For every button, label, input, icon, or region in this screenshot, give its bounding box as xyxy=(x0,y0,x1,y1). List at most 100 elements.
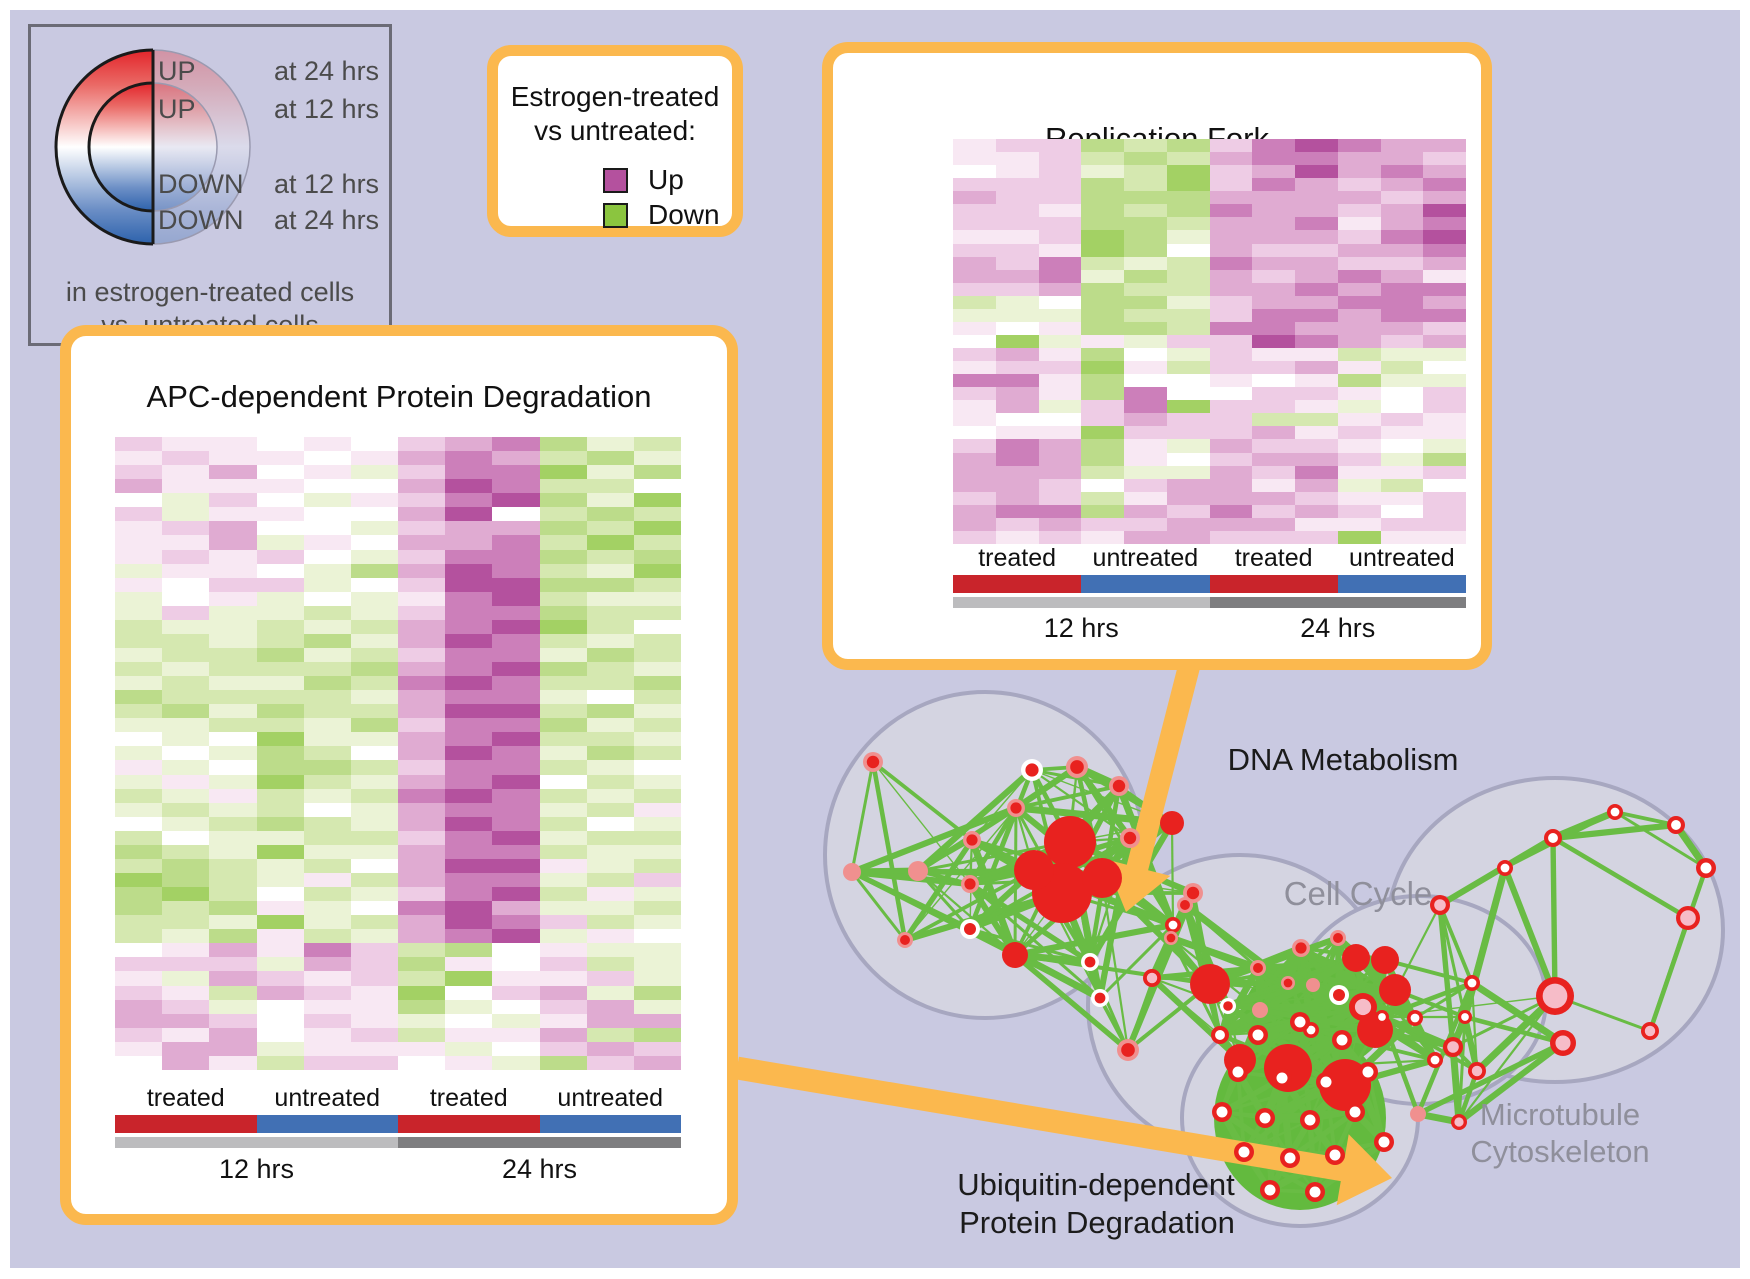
heatmap-cell xyxy=(1380,491,1424,505)
heatmap-cell xyxy=(1209,361,1253,375)
heatmap-cell xyxy=(162,830,210,845)
heatmap-cell xyxy=(586,774,634,789)
heatmap-cell xyxy=(633,943,681,958)
heatmap-cell xyxy=(209,507,257,522)
heatmap-cell xyxy=(539,633,587,648)
heatmap-cell xyxy=(115,535,163,550)
heatmap-cell xyxy=(1423,348,1466,362)
heatmap-cell xyxy=(539,872,587,887)
network-edge xyxy=(1015,784,1120,810)
heatmap-cell xyxy=(1337,295,1381,309)
heatmap-cell xyxy=(350,535,398,550)
network-node-core xyxy=(964,878,976,890)
heatmap-cell xyxy=(539,549,587,564)
down-color-swatch xyxy=(603,202,628,228)
heatmap-cell xyxy=(1209,504,1253,518)
heatmap-cell xyxy=(995,465,1039,479)
heatmap-cell xyxy=(1038,374,1082,388)
heatmap-cell xyxy=(303,1013,351,1028)
heatmap-cell xyxy=(398,647,446,662)
heatmap-cell xyxy=(1423,387,1466,401)
network-node-core xyxy=(1309,1186,1321,1198)
up-color-swatch xyxy=(603,167,628,193)
heatmap-cell xyxy=(1166,204,1210,218)
heatmap-cell xyxy=(209,943,257,958)
heatmap-cell xyxy=(162,690,210,705)
heatmap-cell xyxy=(1423,139,1466,153)
heatmap-cell xyxy=(350,915,398,930)
heatmap-cell xyxy=(445,619,493,634)
heatmap-cell xyxy=(115,943,163,958)
heatmap-cell xyxy=(539,802,587,817)
heatmap-cell xyxy=(1337,204,1381,218)
heatmap-cell xyxy=(350,479,398,494)
heatmap-cell xyxy=(953,152,996,166)
heatmap-cell xyxy=(1081,308,1124,322)
heatmap-cell xyxy=(1081,413,1124,427)
heatmap-cell xyxy=(1038,204,1082,218)
heatmap-cell xyxy=(115,788,163,803)
heatmap-cell xyxy=(1124,478,1167,492)
heatmap-cell xyxy=(1166,504,1210,518)
heatmap-cell xyxy=(350,1055,398,1070)
heatmap-cell xyxy=(350,816,398,831)
heatmap-cell xyxy=(1124,204,1167,218)
heatmap-cell xyxy=(209,788,257,803)
group-label: treated xyxy=(978,544,1057,572)
heatmap-cell xyxy=(1252,269,1295,283)
heatmap-cell xyxy=(1252,426,1295,440)
heatmap-cell xyxy=(303,507,351,522)
heatmap-cell xyxy=(445,690,493,705)
heatmap-cell xyxy=(1166,361,1210,375)
heatmap-cell xyxy=(1252,295,1295,309)
network-node-core xyxy=(1467,978,1477,988)
heatmap-cell xyxy=(303,591,351,606)
heatmap-cell xyxy=(586,901,634,916)
heatmap-cell xyxy=(162,802,210,817)
heatmap-cell xyxy=(162,943,210,958)
group-label: untreated xyxy=(1349,544,1455,572)
network-node-core xyxy=(1410,1013,1420,1023)
network-node-core xyxy=(1264,1184,1276,1196)
heatmap-cell xyxy=(586,535,634,550)
heatmap-cell xyxy=(953,478,996,492)
heatmap-cell xyxy=(953,439,996,453)
heatmap-cell xyxy=(1252,530,1295,544)
heatmap-cell xyxy=(398,535,446,550)
heatmap-cell xyxy=(398,802,446,817)
heatmap-cell xyxy=(539,858,587,873)
time-labels: 12 hrs 24 hrs xyxy=(953,613,1466,645)
heatmap-cell xyxy=(1423,530,1466,544)
heatmap-cell xyxy=(303,605,351,620)
heatmap-cell xyxy=(492,633,540,648)
heatmap-cell xyxy=(1380,269,1424,283)
heatmap-cell xyxy=(350,830,398,845)
cluster-label: Microtubule xyxy=(1479,1097,1641,1132)
group-label: untreated xyxy=(557,1084,664,1112)
heatmap-cell xyxy=(953,374,996,388)
heatmap-cell xyxy=(303,535,351,550)
heatmap-cell xyxy=(1166,269,1210,283)
network-node-core xyxy=(1112,779,1126,793)
heatmap-cell xyxy=(492,704,540,719)
treatment-colorbar xyxy=(953,575,1466,593)
heatmap-cell xyxy=(398,943,446,958)
heatmap-cell xyxy=(256,437,304,452)
heatmap-cell xyxy=(1252,400,1295,414)
heatmap-cell xyxy=(1166,165,1210,179)
heatmap-cell xyxy=(539,760,587,775)
heatmap-cell xyxy=(1166,452,1210,466)
network-edge xyxy=(1461,867,1509,1018)
heatmap-cell xyxy=(445,957,493,972)
heatmap-cell xyxy=(539,704,587,719)
heatmap-cell xyxy=(633,1027,681,1042)
heatmap-cell xyxy=(162,788,210,803)
ring-time-label: at 12 hrs xyxy=(274,94,380,124)
heatmap-cell xyxy=(1038,282,1082,296)
heatmap-cell xyxy=(1124,152,1167,166)
heatmap-cell xyxy=(1038,230,1082,244)
heatmap-cell xyxy=(1295,374,1338,388)
updown-legend-title-line1: Estrogen-treated xyxy=(510,81,720,112)
heatmap-cell xyxy=(115,1055,163,1070)
